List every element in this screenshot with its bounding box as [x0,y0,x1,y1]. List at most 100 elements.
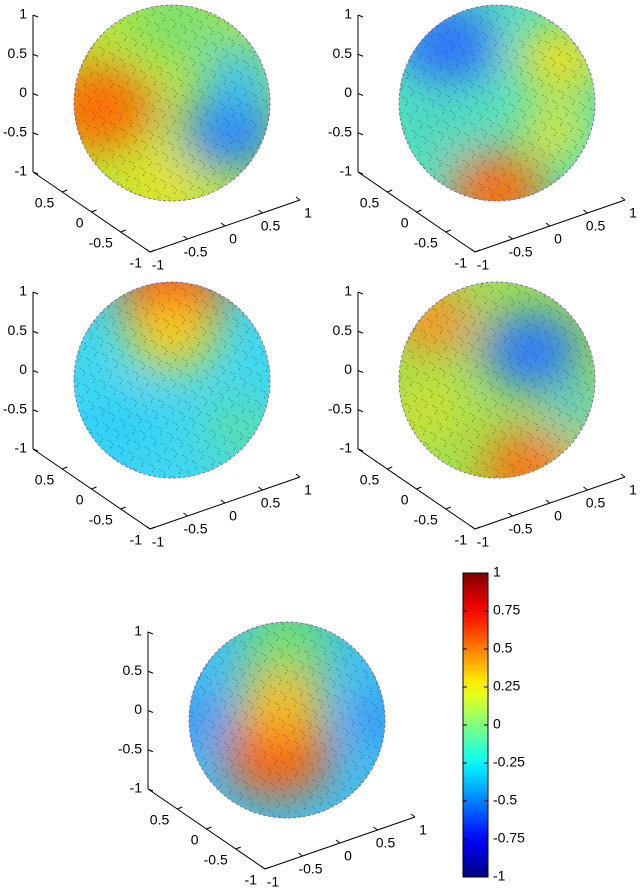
z-tick [357,53,364,57]
y-tick-label: -1 [245,872,258,888]
y-tick-label: -1 [130,255,143,271]
z-tick-label: 0 [344,84,352,100]
y-tick [445,506,451,510]
x-tick-label: 0.5 [586,218,606,234]
surface-panel: -1 -0.5 0 0.5 1 -1 -0.5 0 0.5 -1 -0.5 0 0.5 1 [328,281,637,550]
z-tick-label: -1 [15,440,28,456]
z-tick-label: -0.5 [328,400,352,416]
surface-panel: -1 -0.5 0 0.5 1 -1 -0.5 0 0.5 -1 -0.5 0 0.5 1 [118,621,427,890]
z-tick [357,330,364,334]
x-tick [258,209,263,214]
x-tick [373,826,378,831]
y-tick-label: -1 [130,532,143,548]
y-tick [120,229,126,233]
colorbar-tick-label: 0.5 [493,640,513,656]
x-tick [145,525,151,530]
surface-panel: -1 -0.5 0 0.5 1 -1 -0.5 0 0.5 -1 -0.5 0 0.5 1 [328,4,637,273]
z-tick [32,171,39,175]
y-tick [416,209,422,213]
x-tick-label: -1 [477,257,490,273]
x-tick-label: -1 [152,534,165,550]
x-tick [295,196,301,201]
y-tick-label: -0.5 [89,512,113,528]
z-tick-label: 0.5 [333,322,353,338]
x-tick-label: 0.5 [261,218,281,234]
x-tick [583,486,588,491]
z-tick [32,93,39,96]
mesh-dashes [399,282,595,478]
x-tick-label: -0.5 [508,521,532,537]
z-tick-label: 1 [19,6,27,22]
z-tick-label: 1 [134,623,142,639]
colorbar-tick-label: 1 [493,564,501,580]
y-tick [62,189,68,193]
x-tick [220,499,226,504]
x-tick [545,499,551,504]
x-tick-label: -0.5 [508,244,532,260]
colorbar-tick-label: 0 [493,716,501,732]
x-tick [258,486,263,491]
x-tick [545,222,551,227]
z-tick [147,788,154,792]
x-tick-label: 0 [344,848,352,864]
colorbar-tick-label: -0.5 [493,792,517,808]
z-tick-label: -1 [130,780,143,796]
z-tick [357,291,364,295]
x-tick-label: -1 [477,534,490,550]
z-tick-label: 0.5 [123,662,143,678]
x-tick-label: -0.5 [183,521,207,537]
y-tick [416,486,422,490]
y-tick [149,526,156,530]
x-tick [335,839,341,844]
y-tick-label: -0.5 [414,235,438,251]
x-tick-label: 1 [629,482,637,498]
z-tick [357,409,364,413]
x-tick [145,248,151,253]
mesh-dashes [74,282,270,478]
z-tick [357,14,364,18]
y-tick-label: 0 [76,492,84,508]
z-tick [147,670,154,674]
x-tick-label: -1 [267,874,280,890]
z-tick [357,93,364,96]
z-tick [147,749,154,753]
z-tick-label: 0 [344,361,352,377]
colorbar-tick-label: -0.25 [493,754,525,770]
y-tick-label: 0.5 [35,472,55,488]
mesh-dashes [189,622,385,818]
z-tick [32,330,39,334]
y-tick-label: -1 [455,255,468,271]
x-tick-label: -0.5 [298,861,322,877]
y-tick [149,249,156,253]
y-tick [235,846,241,850]
x-tick [470,525,476,530]
mesh-dashes [74,5,270,201]
x-tick-label: 0 [229,508,237,524]
y-tick [206,826,212,830]
y-tick-label: -0.5 [89,235,113,251]
y-tick-label: -0.5 [414,512,438,528]
z-tick-label: -0.5 [118,740,142,756]
x-tick-label: 0 [229,231,237,247]
y-tick [62,466,68,470]
y-tick-label: -1 [455,532,468,548]
x-tick [620,473,626,478]
y-tick [264,866,271,870]
colorbar-tick-label: 0.75 [493,602,520,618]
z-tick-label: -1 [15,163,28,179]
x-tick [508,235,513,240]
z-tick-label: 0 [19,361,27,377]
x-tick-label: 0.5 [376,835,396,851]
surface-panel: -1 -0.5 0 0.5 1 -1 -0.5 0 0.5 -1 -0.5 0 0.5 1 [3,4,312,273]
sphere-surface [74,282,270,478]
x-tick-label: -0.5 [183,244,207,260]
x-tick-label: -1 [152,257,165,273]
x-tick [183,235,188,240]
z-tick [32,448,39,452]
z-tick-label: 1 [19,283,27,299]
colorbar-tick-label: 0.25 [493,678,520,694]
z-tick-label: 0.5 [333,45,353,61]
x-tick-label: 1 [629,205,637,221]
y-tick-label: 0 [76,215,84,231]
